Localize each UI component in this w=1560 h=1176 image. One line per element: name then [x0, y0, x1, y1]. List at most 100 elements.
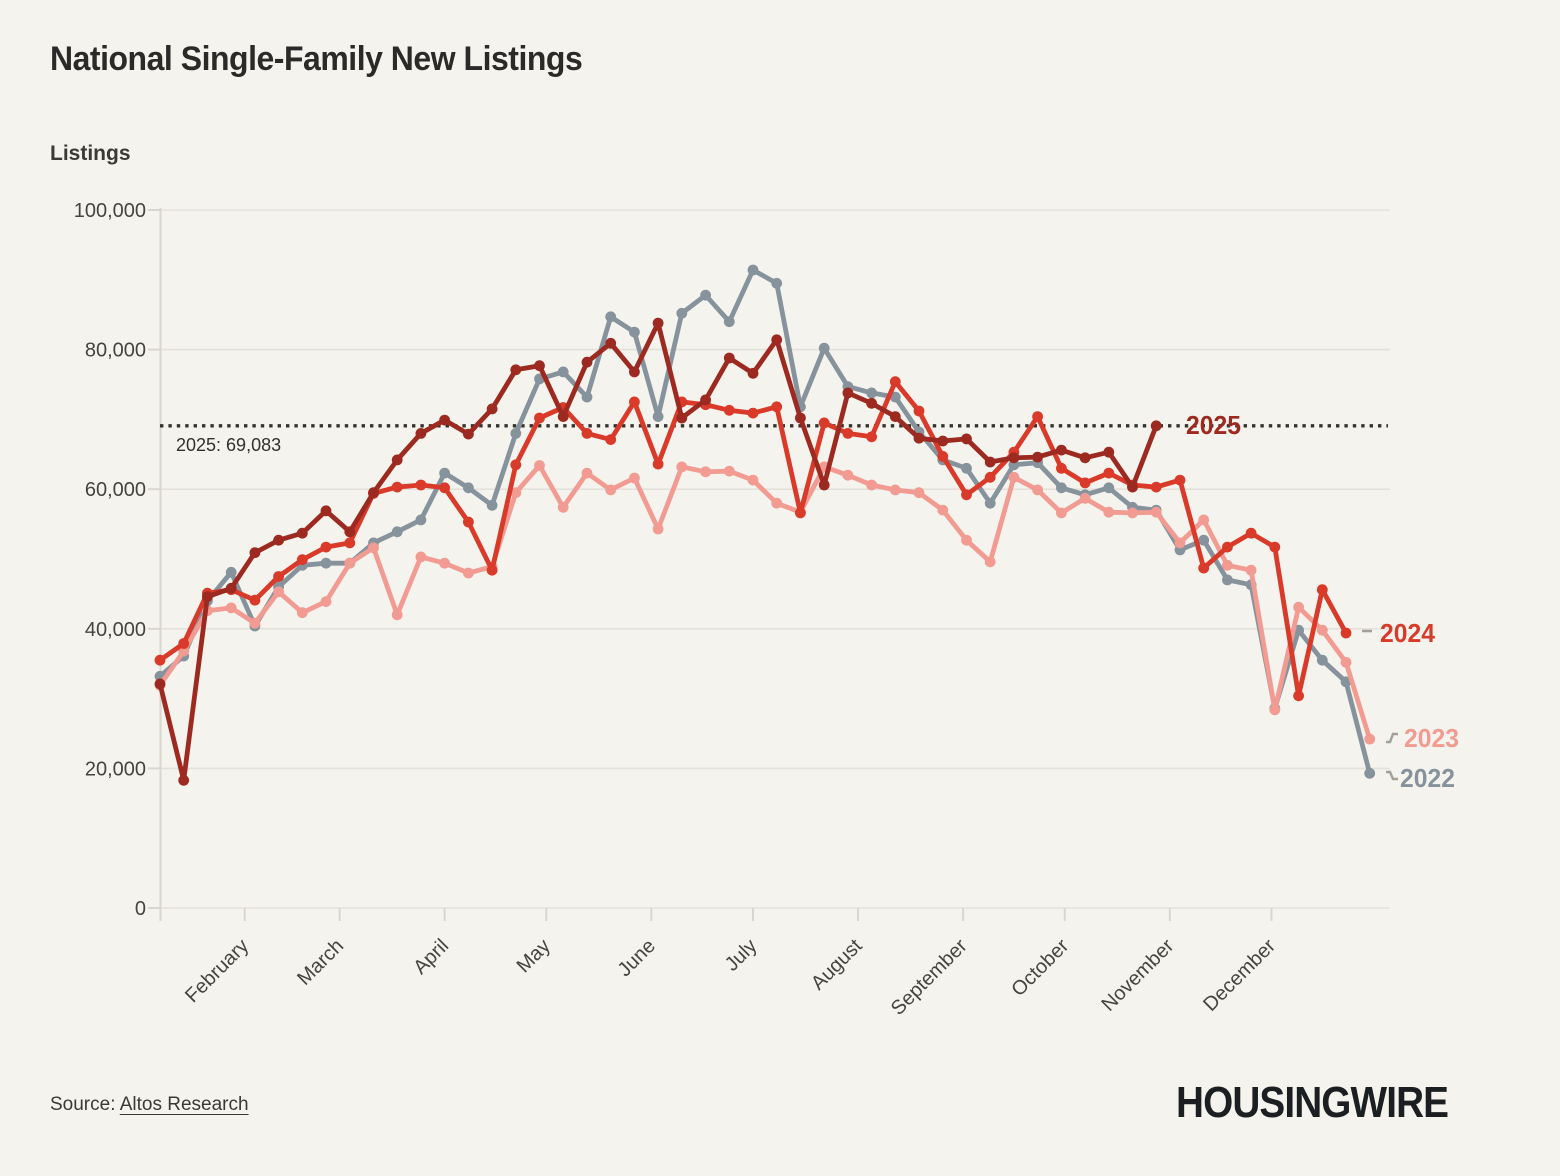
series-point-2025 [723, 352, 735, 364]
y-axis-tick-label: 80,000 [85, 340, 146, 362]
series-point-2023 [1222, 559, 1233, 571]
series-point-2023 [937, 504, 949, 516]
series-point-2024 [1150, 481, 1162, 493]
series-point-2024 [534, 412, 545, 424]
month-label: July [721, 935, 762, 976]
series-point-2024 [1079, 477, 1091, 489]
series-point-2023 [1079, 492, 1091, 504]
series-point-2025 [1008, 452, 1020, 464]
series-point-2023 [463, 567, 474, 579]
series-point-2023 [1198, 514, 1210, 526]
series-point-2025 [842, 387, 854, 399]
series-point-2024 [1103, 467, 1115, 479]
series-label-2025: 2025 [1186, 410, 1241, 440]
series-point-2023 [1056, 507, 1067, 519]
y-axis-tick-label: 100,000 [74, 200, 146, 222]
series-point-2022 [747, 264, 759, 276]
series-point-2023 [676, 461, 688, 473]
series-point-2024 [391, 481, 403, 493]
series-line-2023 [157, 463, 1373, 742]
series-point-2024 [795, 507, 806, 519]
series-point-2024 [1293, 690, 1304, 702]
series-point-2023 [889, 484, 901, 496]
series-point-2023 [391, 609, 403, 621]
series-point-2025 [510, 364, 522, 376]
series-point-2022 [1103, 482, 1115, 494]
series-point-2024 [154, 654, 166, 666]
series-point-2025 [889, 411, 901, 422]
series-point-2025 [771, 334, 783, 346]
series-point-2025 [605, 337, 617, 349]
series-point-2022 [225, 566, 237, 578]
series-point-2024 [1032, 411, 1043, 422]
series-point-2022 [486, 499, 498, 511]
series-point-2022 [866, 387, 877, 399]
series-point-2023 [273, 586, 284, 598]
series-point-2022 [889, 391, 901, 403]
y-axis-tick-label: 0 [135, 898, 146, 920]
series-point-2022 [652, 411, 664, 422]
series-point-2025 [984, 456, 996, 468]
series-point-2023 [510, 487, 522, 499]
series-point-2025 [1103, 446, 1115, 458]
series-line-2025 [157, 320, 1159, 783]
month-label: March [293, 935, 348, 990]
series-point-2023 [534, 460, 545, 471]
series-point-2023 [1245, 564, 1257, 576]
series-point-2024 [1316, 584, 1328, 596]
series-point-2025 [320, 505, 332, 517]
series-point-2024 [486, 564, 498, 576]
month-label: May [513, 935, 555, 977]
series-point-2022 [1222, 574, 1233, 586]
series-point-2022 [415, 514, 427, 526]
series-point-2024 [1245, 527, 1257, 539]
series-point-2025 [1079, 452, 1091, 464]
series-point-2022 [676, 307, 688, 319]
series-point-2024 [747, 407, 759, 419]
series-point-2023 [747, 474, 759, 486]
series-point-2024 [605, 434, 617, 445]
series-point-2024 [961, 489, 972, 501]
series-point-2022 [391, 526, 403, 538]
series-point-2025 [273, 534, 284, 546]
series-point-2025 [1056, 444, 1067, 456]
series-point-2022 [984, 497, 996, 509]
series-label-2022: 2022 [1400, 763, 1455, 793]
threshold-annotation: 2025: 69,083 [176, 435, 282, 455]
series-point-2025 [368, 487, 379, 499]
series-point-2022 [463, 482, 474, 494]
series-point-2022 [771, 277, 783, 289]
series-point-2024 [1174, 474, 1186, 486]
series-point-2022 [1056, 482, 1067, 494]
series-point-2023 [1269, 704, 1281, 716]
series-point-2023 [984, 556, 996, 568]
series-point-2024 [249, 594, 261, 606]
series-point-2024 [344, 537, 356, 549]
month-label: December [1199, 935, 1280, 1016]
series-point-2025 [937, 435, 949, 447]
series-point-2024 [889, 376, 901, 388]
series-point-2024 [1222, 541, 1233, 553]
page-title: National Single-Family New Listings [50, 40, 583, 78]
series-point-2024 [866, 431, 877, 443]
housingwire-logo: HOUSINGWIRE [1176, 1078, 1449, 1127]
series-point-2025 [344, 526, 356, 538]
series-point-2022 [320, 557, 332, 569]
series-point-2023 [1150, 506, 1162, 518]
source-link[interactable]: Altos Research [119, 1094, 249, 1115]
source-line: Source: Altos Research [50, 1094, 249, 1116]
series-point-2025 [581, 356, 593, 368]
series-point-2023 [961, 534, 972, 546]
series-point-2023 [1127, 507, 1138, 519]
series-point-2023 [1032, 484, 1043, 496]
series-point-2023 [557, 501, 569, 513]
month-label: October [1007, 935, 1073, 1001]
series-point-2023 [723, 465, 735, 477]
series-point-2023 [1364, 733, 1376, 745]
series-point-2025 [652, 317, 664, 329]
series-point-2023 [1316, 624, 1328, 636]
series-point-2023 [842, 469, 854, 481]
series-point-2025 [747, 367, 759, 379]
